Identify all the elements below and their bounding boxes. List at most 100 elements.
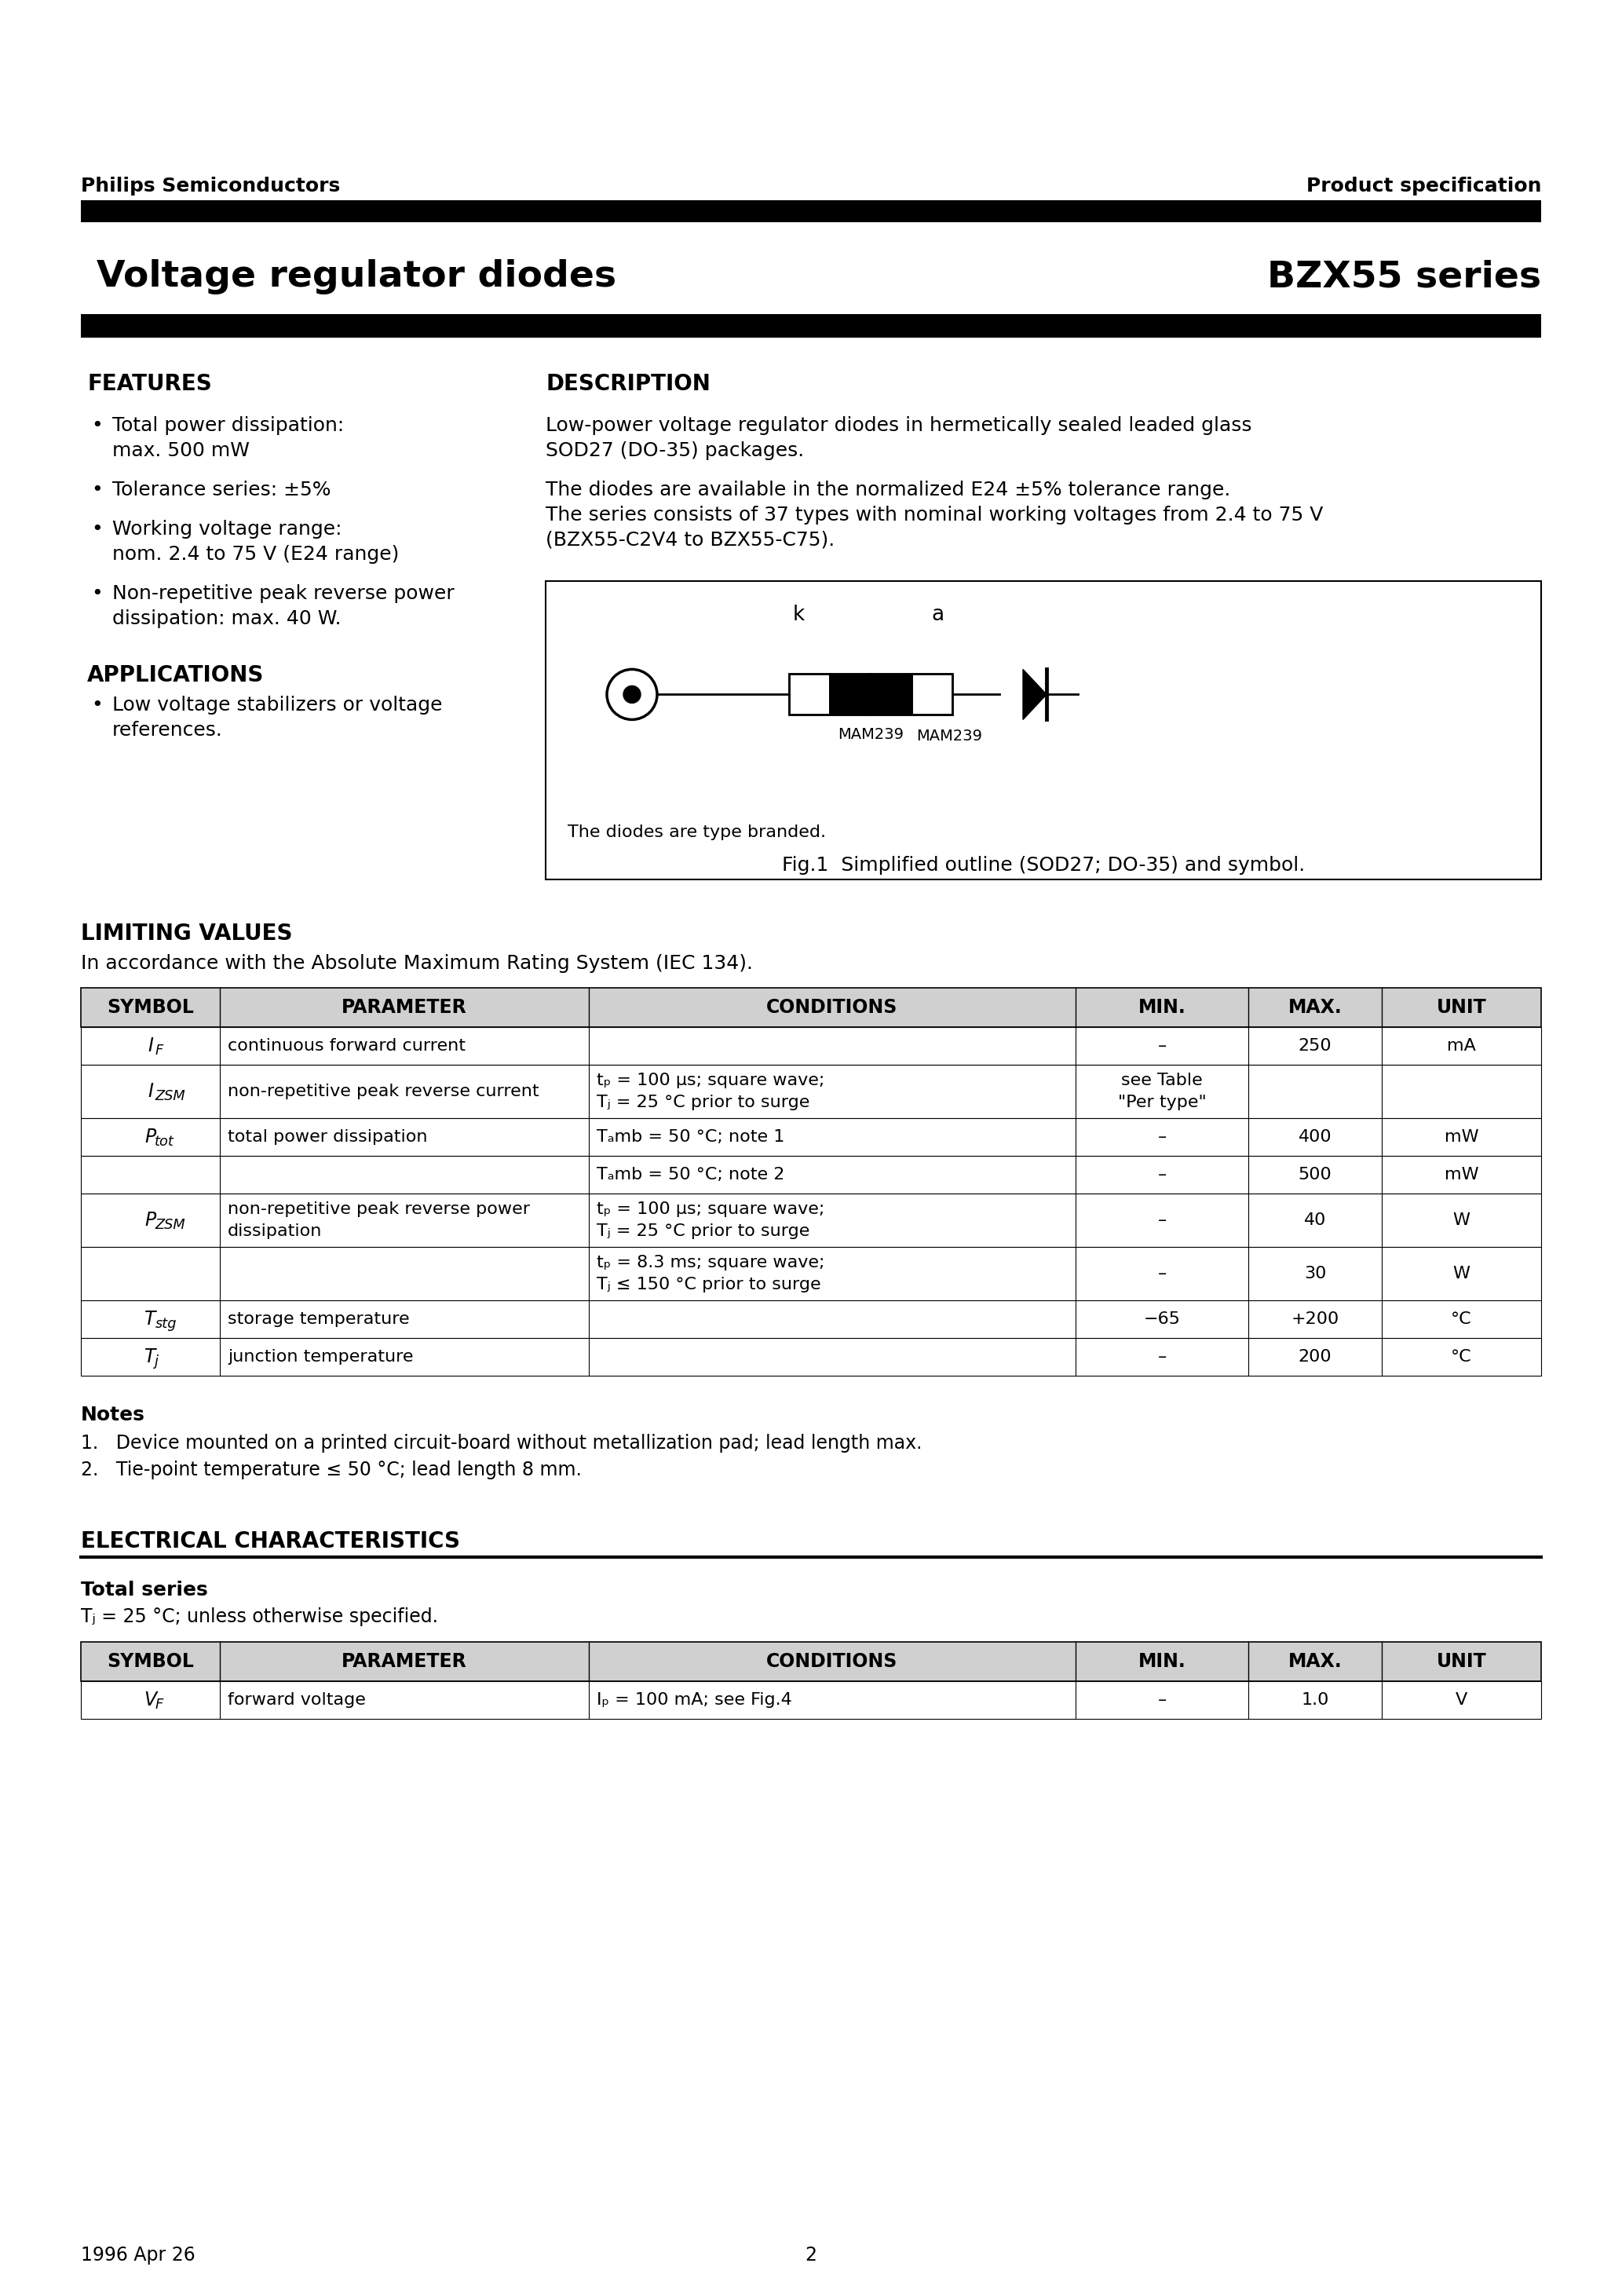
Text: Fig.1  Simplified outline (SOD27; DO-35) and symbol.: Fig.1 Simplified outline (SOD27; DO-35) …: [782, 856, 1306, 875]
Text: forward voltage: forward voltage: [227, 1692, 365, 1708]
Text: MIN.: MIN.: [1139, 999, 1186, 1017]
Bar: [81, 1065, 1541, 1118]
Text: mW: mW: [1444, 1166, 1479, 1182]
Text: stg: stg: [156, 1318, 177, 1332]
Bar: [81, 1118, 1541, 1155]
Text: "Per type": "Per type": [1118, 1095, 1207, 1109]
Text: CONDITIONS: CONDITIONS: [767, 999, 899, 1017]
Text: I: I: [148, 1081, 152, 1100]
Text: –: –: [1158, 1350, 1166, 1364]
Text: In accordance with the Absolute Maximum Rating System (IEC 134).: In accordance with the Absolute Maximum …: [81, 955, 753, 974]
Text: non-repetitive peak reverse current: non-repetitive peak reverse current: [227, 1084, 539, 1100]
Bar: [830, 675, 871, 714]
Bar: [81, 1681, 1541, 1720]
Text: UNIT: UNIT: [1437, 1653, 1486, 1671]
Text: Product specification: Product specification: [1306, 177, 1541, 195]
Text: •: •: [91, 480, 102, 501]
Text: Working voltage range:: Working voltage range:: [112, 519, 342, 540]
Text: junction temperature: junction temperature: [227, 1350, 414, 1364]
Text: 400: 400: [1298, 1130, 1332, 1146]
Text: Total series: Total series: [81, 1580, 208, 1600]
Bar: [81, 1339, 1541, 1375]
Text: SYMBOL: SYMBOL: [107, 1653, 195, 1671]
Text: Tⱼ ≤ 150 °C prior to surge: Tⱼ ≤ 150 °C prior to surge: [597, 1277, 821, 1293]
Text: see Table: see Table: [1121, 1072, 1202, 1088]
Text: –: –: [1158, 1212, 1166, 1228]
Bar: [788, 675, 830, 714]
Text: P: P: [144, 1210, 156, 1231]
Text: •: •: [91, 519, 102, 540]
Text: F: F: [156, 1042, 162, 1058]
Text: a: a: [931, 604, 944, 625]
Text: T: T: [144, 1309, 156, 1329]
Text: •: •: [91, 416, 102, 434]
Text: total power dissipation: total power dissipation: [227, 1130, 428, 1146]
Text: V: V: [144, 1690, 157, 1711]
Text: storage temperature: storage temperature: [227, 1311, 409, 1327]
Text: SOD27 (DO-35) packages.: SOD27 (DO-35) packages.: [545, 441, 805, 459]
Text: 40: 40: [1304, 1212, 1327, 1228]
Bar: [871, 675, 912, 714]
Text: ZSM: ZSM: [156, 1217, 185, 1233]
Bar: [81, 1155, 1541, 1194]
Text: ELECTRICAL CHARACTERISTICS: ELECTRICAL CHARACTERISTICS: [81, 1531, 461, 1552]
Text: Iₚ = 100 mA; see Fig.4: Iₚ = 100 mA; see Fig.4: [597, 1692, 792, 1708]
Text: T: T: [144, 1348, 156, 1366]
Text: DESCRIPTION: DESCRIPTION: [545, 372, 710, 395]
Text: UNIT: UNIT: [1437, 999, 1486, 1017]
Bar: [788, 675, 830, 714]
Text: –: –: [1158, 1692, 1166, 1708]
Text: FEATURES: FEATURES: [88, 372, 212, 395]
Text: Non-repetitive peak reverse power: Non-repetitive peak reverse power: [112, 583, 454, 604]
Text: 1.   Device mounted on a printed circuit-board without metallization pad; lead l: 1. Device mounted on a printed circuit-b…: [81, 1433, 921, 1453]
Text: The diodes are available in the normalized E24 ±5% tolerance range.: The diodes are available in the normaliz…: [545, 480, 1231, 501]
Text: Tⱼ = 25 °C prior to surge: Tⱼ = 25 °C prior to surge: [597, 1095, 809, 1109]
Text: mA: mA: [1447, 1038, 1476, 1054]
Text: •: •: [91, 696, 102, 714]
Text: V: V: [1455, 1692, 1468, 1708]
Text: °C: °C: [1452, 1311, 1471, 1327]
Text: ZSM: ZSM: [156, 1088, 185, 1102]
Text: Low-power voltage regulator diodes in hermetically sealed leaded glass: Low-power voltage regulator diodes in he…: [545, 416, 1252, 434]
Bar: [81, 987, 1541, 1026]
Text: BZX55 series: BZX55 series: [1267, 259, 1541, 294]
Text: MAM239: MAM239: [837, 728, 903, 742]
Text: 30: 30: [1304, 1265, 1327, 1281]
Text: 250: 250: [1298, 1038, 1332, 1054]
Bar: [830, 675, 871, 714]
Text: The diodes are type branded.: The diodes are type branded.: [568, 824, 826, 840]
Bar: [81, 200, 1541, 223]
Text: –: –: [1158, 1130, 1166, 1146]
Text: °C: °C: [1452, 1350, 1471, 1364]
Bar: [81, 1642, 1541, 1681]
Text: SYMBOL: SYMBOL: [107, 999, 195, 1017]
Text: tₚ = 8.3 ms; square wave;: tₚ = 8.3 ms; square wave;: [597, 1256, 824, 1270]
Text: MAX.: MAX.: [1288, 1653, 1341, 1671]
Text: 200: 200: [1298, 1350, 1332, 1364]
Text: non-repetitive peak reverse power: non-repetitive peak reverse power: [227, 1201, 530, 1217]
Bar: [81, 987, 1541, 1026]
Text: W: W: [1453, 1212, 1470, 1228]
Text: tₚ = 100 µs; square wave;: tₚ = 100 µs; square wave;: [597, 1201, 824, 1217]
Text: tₚ = 100 µs; square wave;: tₚ = 100 µs; square wave;: [597, 1072, 824, 1088]
Text: Total power dissipation:: Total power dissipation:: [112, 416, 344, 434]
Text: –: –: [1158, 1265, 1166, 1281]
Text: Low voltage stabilizers or voltage: Low voltage stabilizers or voltage: [112, 696, 443, 714]
Bar: [545, 581, 1541, 879]
Text: −65: −65: [1144, 1311, 1181, 1327]
Text: j: j: [156, 1355, 159, 1368]
Text: (BZX55-C2V4 to BZX55-C75).: (BZX55-C2V4 to BZX55-C75).: [545, 530, 835, 549]
Text: MAM239: MAM239: [916, 730, 983, 744]
Text: tot: tot: [156, 1134, 175, 1148]
Text: MAX.: MAX.: [1288, 999, 1341, 1017]
Text: Voltage regulator diodes: Voltage regulator diodes: [97, 259, 616, 294]
Text: •: •: [91, 583, 102, 604]
Text: Tₐmb = 50 °C; note 1: Tₐmb = 50 °C; note 1: [597, 1130, 785, 1146]
Text: Notes: Notes: [81, 1405, 144, 1424]
Text: Tⱼ = 25 °C; unless otherwise specified.: Tⱼ = 25 °C; unless otherwise specified.: [81, 1607, 438, 1626]
Text: max. 500 mW: max. 500 mW: [112, 441, 250, 459]
Text: 1.0: 1.0: [1301, 1692, 1328, 1708]
Text: Tolerance series: ±5%: Tolerance series: ±5%: [112, 480, 331, 501]
Text: 1996 Apr 26: 1996 Apr 26: [81, 2245, 195, 2264]
Polygon shape: [1023, 670, 1046, 719]
